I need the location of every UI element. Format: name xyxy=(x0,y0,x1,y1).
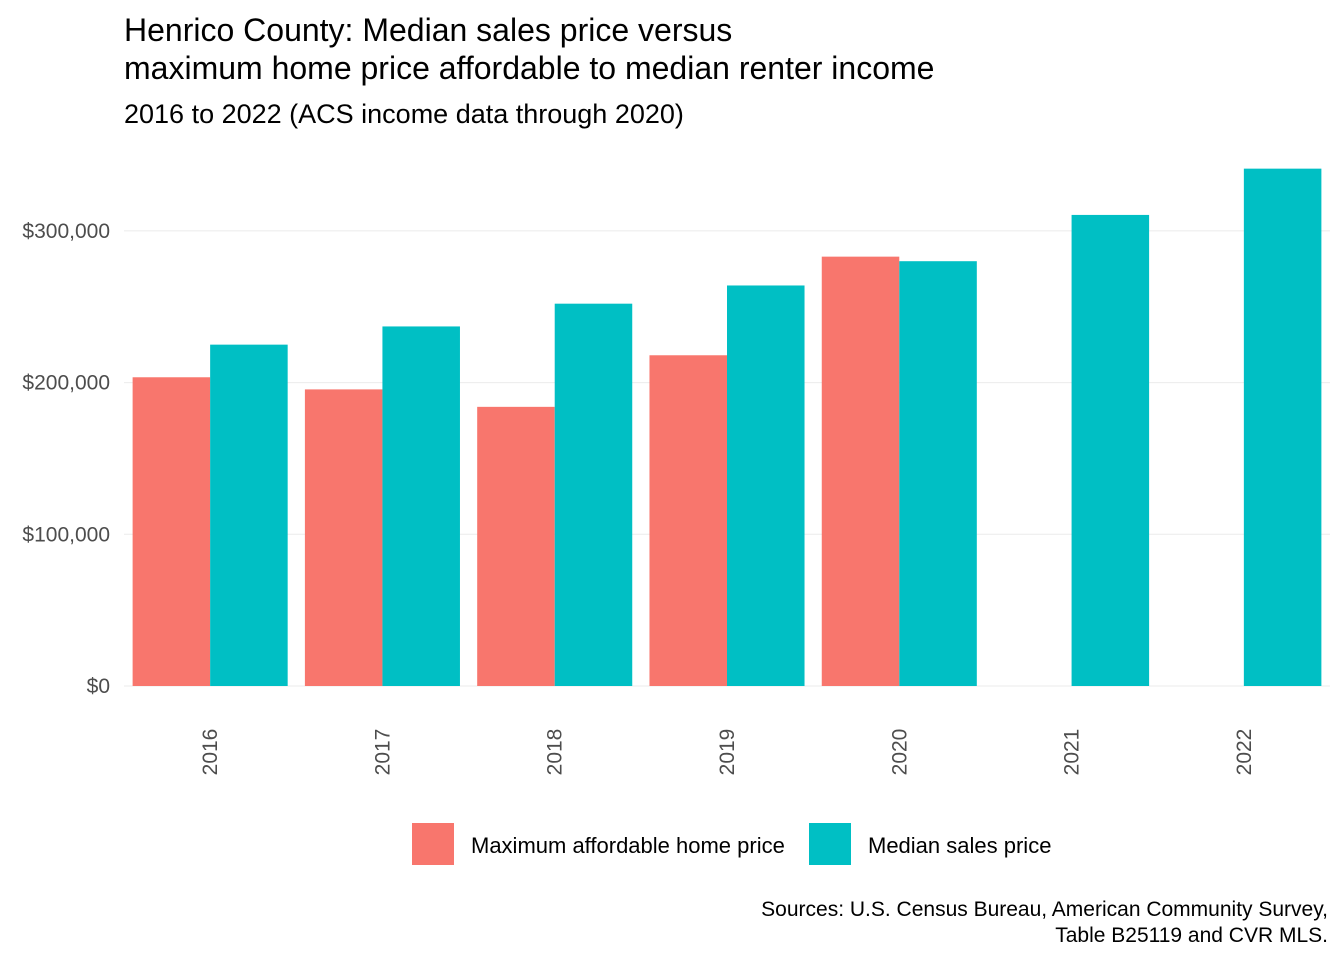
x-tick-label-2019: 2019 xyxy=(716,729,739,776)
y-tick-label: $300,000 xyxy=(22,220,110,243)
caption-line-1: Sources: U.S. Census Bureau, American Co… xyxy=(761,898,1328,921)
bar-median-sales-2020 xyxy=(899,261,977,686)
legend-label-max-affordable: Maximum affordable home price xyxy=(471,833,785,858)
legend-label-median-sales: Median sales price xyxy=(868,833,1051,858)
bars xyxy=(132,168,1322,687)
x-tick-label-2020: 2020 xyxy=(888,729,911,776)
bar-max-affordable-2016 xyxy=(132,377,211,686)
y-tick-label: $100,000 xyxy=(22,523,110,546)
bar-median-sales-2018 xyxy=(554,303,633,686)
chart-title-line-2: maximum home price affordable to median … xyxy=(124,50,934,86)
chart-subtitle: 2016 to 2022 (ACS income data through 20… xyxy=(124,99,684,129)
legend-key-max-affordable xyxy=(412,823,454,865)
caption-line-2: Table B25119 and CVR MLS. xyxy=(1055,924,1328,947)
bar-max-affordable-2017 xyxy=(304,389,383,686)
x-tick-label-2022: 2022 xyxy=(1233,729,1256,776)
x-tick-label-2018: 2018 xyxy=(544,729,567,776)
bar-max-affordable-2018 xyxy=(477,406,555,686)
y-axis-ticks: $0 $100,000 $200,000 $300,000 xyxy=(22,220,110,698)
bar-max-affordable-2020 xyxy=(821,256,900,686)
x-axis-ticks: 2016 2017 2018 2019 2020 2021 2022 xyxy=(199,729,1256,776)
y-tick-label: $0 xyxy=(87,675,110,698)
bar-median-sales-2021 xyxy=(1071,214,1150,687)
bar-median-sales-2022 xyxy=(1243,168,1322,686)
legend: Maximum affordable home price Median sal… xyxy=(412,823,1051,865)
x-tick-label-2017: 2017 xyxy=(371,729,394,776)
bar-max-affordable-2019 xyxy=(649,355,727,686)
x-tick-label-2021: 2021 xyxy=(1061,729,1084,776)
bar-median-sales-2016 xyxy=(210,344,288,686)
y-tick-label: $200,000 xyxy=(22,372,110,395)
x-tick-label-2016: 2016 xyxy=(199,729,222,776)
bar-median-sales-2019 xyxy=(727,285,805,686)
legend-key-median-sales xyxy=(809,823,851,865)
chart-title-line-1: Henrico County: Median sales price versu… xyxy=(124,12,732,48)
bar-median-sales-2017 xyxy=(382,326,460,686)
